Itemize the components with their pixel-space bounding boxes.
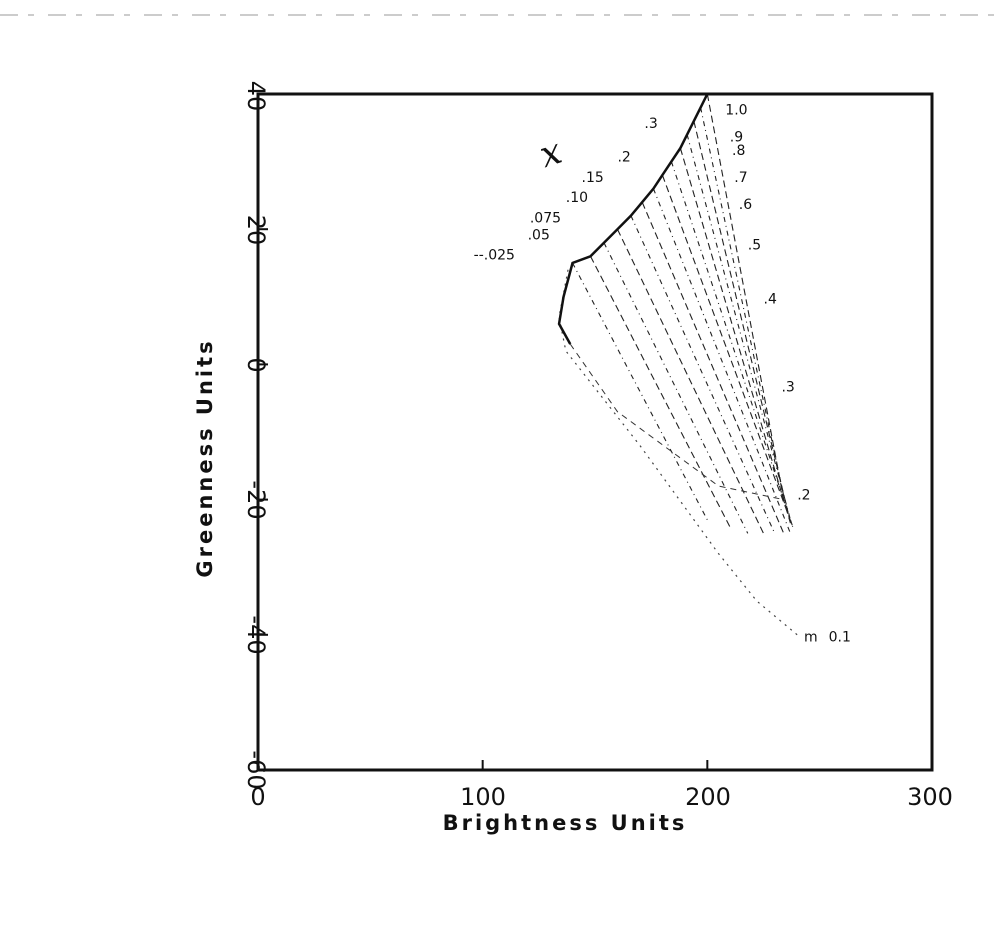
envelope-curve [558, 269, 798, 636]
annotation-x-symbol: x [535, 131, 567, 176]
series-line-9 [630, 215, 776, 534]
series-line-13 [572, 262, 708, 521]
series-line-7 [652, 188, 791, 534]
lower-boundary-line [569, 343, 784, 501]
line-label-17: m [804, 630, 818, 646]
line-label-16: 0.1 [829, 630, 851, 646]
series-lines [557, 93, 794, 534]
line-label-1: .9 [730, 129, 743, 145]
series-line-10 [616, 228, 764, 534]
series-line-11 [603, 242, 749, 534]
y-tick-label-0: 0 [242, 357, 270, 372]
series-line-2 [693, 120, 789, 514]
series-line-0 [706, 93, 785, 500]
x-tick-label-0: 0 [250, 783, 265, 811]
axis-ticks [257, 93, 933, 771]
line-label-5: .5 [748, 237, 761, 253]
series-line-4 [679, 147, 791, 524]
line-labels: 1.0 .9.8 .7 .6 .5 .4 .3 .2 .3 .2 .15 .10 .075.05 --.0… [474, 102, 851, 645]
x-axis-title: Brightness Units [443, 811, 688, 835]
line-label-4: .6 [739, 197, 752, 213]
series-line-12 [590, 255, 731, 527]
line-label-11: .15 [582, 170, 604, 186]
y-tick-label-minus20: -20 [242, 480, 270, 519]
line-label-8: .2 [797, 488, 810, 504]
line-label-6: .4 [764, 292, 777, 308]
line-label-10: .2 [617, 150, 630, 166]
y-tick-label-minus40: -40 [242, 615, 270, 654]
y-tick-label-40: 40 [242, 81, 270, 112]
line-label-9: .3 [644, 116, 657, 132]
line-label-15: --.025 [474, 248, 515, 264]
x-tick-label-100: 100 [460, 783, 506, 811]
line-label-7: .3 [781, 379, 794, 395]
x-tick-labels: 0 100 200 300 [250, 783, 953, 811]
series-line-6 [661, 174, 794, 527]
line-label-14: .05 [528, 227, 550, 243]
x-tick-label-300: 300 [907, 783, 953, 811]
series-line-1 [700, 107, 787, 507]
envelope-curves [558, 269, 798, 636]
line-label-13: .075 [530, 210, 561, 226]
y-tick-labels: -60 -40 -20 0 20 40 [242, 81, 270, 790]
y-axis-title: Greenness Units [193, 338, 217, 577]
series-line-8 [641, 201, 785, 534]
plot-frame [256, 92, 934, 772]
upper-boundary-line [557, 93, 709, 345]
line-label-2: .8 [732, 143, 745, 159]
series-line-3 [686, 134, 791, 521]
line-label-12: .10 [566, 190, 588, 206]
y-tick-label-minus60: -60 [242, 750, 270, 789]
y-tick-label-20: 20 [242, 215, 270, 246]
line-label-0: 1.0 [725, 102, 747, 118]
x-tick-label-200: 200 [685, 783, 731, 811]
line-label-3: .7 [734, 170, 747, 186]
